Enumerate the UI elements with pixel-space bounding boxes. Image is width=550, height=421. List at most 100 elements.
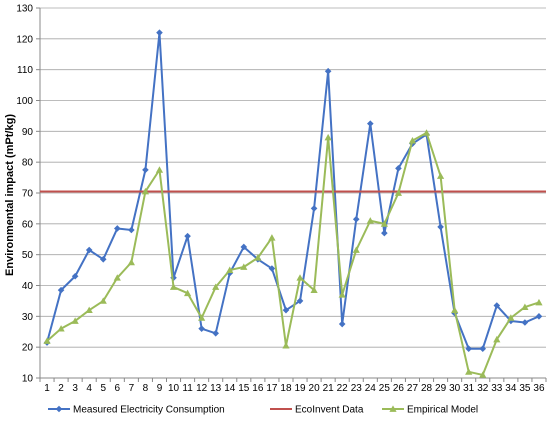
data-point xyxy=(493,335,501,343)
data-point xyxy=(169,283,178,290)
y-tick-label: 90 xyxy=(22,127,34,138)
data-point xyxy=(367,120,374,127)
data-point xyxy=(282,306,290,314)
x-tick-label: 23 xyxy=(351,383,363,394)
x-tick-label: 24 xyxy=(365,383,377,394)
data-point xyxy=(394,189,403,196)
x-tick-label: 16 xyxy=(252,383,264,394)
data-point xyxy=(436,172,445,179)
data-point xyxy=(141,187,150,195)
data-point xyxy=(113,274,121,281)
y-axis-title: Environmental impact (mPt/kg) xyxy=(4,114,16,276)
data-point xyxy=(437,223,444,231)
x-tick-label: 17 xyxy=(266,383,278,394)
data-point xyxy=(240,263,248,270)
data-point xyxy=(184,232,191,240)
x-tick-label: 11 xyxy=(182,383,193,394)
y-tick-label: 20 xyxy=(22,343,34,354)
data-point xyxy=(254,254,262,261)
data-point xyxy=(465,368,473,375)
x-tick-label: 6 xyxy=(115,383,121,394)
data-point xyxy=(352,215,360,223)
data-point xyxy=(381,229,388,237)
data-point xyxy=(408,136,417,144)
data-point xyxy=(43,337,51,344)
legend-label: Empirical Model xyxy=(407,405,478,416)
data-point xyxy=(395,165,402,172)
x-tick-label: 3 xyxy=(72,383,78,394)
data-point xyxy=(85,306,93,314)
data-point xyxy=(142,166,149,174)
x-tick-label: 8 xyxy=(143,383,149,394)
gridlines xyxy=(40,7,546,348)
data-point xyxy=(296,274,304,281)
data-point xyxy=(352,246,360,253)
x-tick-label: 9 xyxy=(157,383,163,394)
data-point xyxy=(451,306,459,314)
x-tick-label: 26 xyxy=(393,383,405,394)
data-point xyxy=(296,297,304,305)
data-point xyxy=(324,133,332,141)
x-tick-label: 20 xyxy=(309,383,321,394)
x-tick-label: 10 xyxy=(168,383,180,394)
data-point xyxy=(183,289,192,297)
data-point xyxy=(282,342,290,349)
legend-item: EcoInvent Data xyxy=(270,405,364,416)
data-point xyxy=(380,220,388,227)
data-point xyxy=(521,319,529,326)
y-tick-label: 80 xyxy=(22,158,34,169)
data-point xyxy=(479,371,487,378)
x-tick-label: 30 xyxy=(449,383,461,394)
x-tick-label: 29 xyxy=(435,383,447,394)
x-tick-label: 13 xyxy=(210,383,222,394)
data-point xyxy=(521,303,529,310)
y-tick-label: 130 xyxy=(16,4,33,15)
data-point xyxy=(422,129,431,136)
x-tick-label: 27 xyxy=(407,383,419,394)
data-point xyxy=(127,258,135,266)
data-point xyxy=(507,314,515,321)
x-tick-label: 7 xyxy=(129,383,135,394)
data-point xyxy=(268,265,276,272)
data-point xyxy=(366,217,374,224)
x-tick-label: 25 xyxy=(379,383,391,394)
data-point xyxy=(493,302,501,309)
data-point xyxy=(226,266,234,273)
x-tick-label: 36 xyxy=(533,383,545,394)
data-point xyxy=(212,283,220,290)
legend-label: Measured Electricity Consumption xyxy=(73,405,225,416)
legend-label: EcoInvent Data xyxy=(295,405,364,416)
y-axis-ticks: 10 20 30 40 50 60 70 80 90 100 110 120 130 xyxy=(16,4,40,385)
data-point xyxy=(99,297,107,304)
x-tick-label: 15 xyxy=(238,383,250,394)
y-tick-label: 110 xyxy=(17,65,33,76)
x-tick-label: 12 xyxy=(196,383,208,394)
x-tick-label: 28 xyxy=(421,383,433,394)
data-point xyxy=(71,317,79,324)
data-point xyxy=(535,298,543,306)
legend-marker xyxy=(389,405,397,412)
x-tick-label: 33 xyxy=(491,383,503,394)
y-tick-label: 100 xyxy=(16,96,33,107)
x-tick-label: 14 xyxy=(224,383,236,394)
data-point xyxy=(310,205,318,212)
y-tick-label: 70 xyxy=(22,189,34,200)
data-point xyxy=(57,325,65,332)
legend-marker xyxy=(55,405,63,413)
y-tick-label: 60 xyxy=(22,219,34,230)
x-tick-label: 35 xyxy=(519,383,531,394)
data-point xyxy=(57,286,65,294)
y-tick-label: 120 xyxy=(16,34,33,45)
data-point xyxy=(268,234,276,241)
data-point xyxy=(85,246,93,254)
x-tick-label: 4 xyxy=(86,383,92,394)
data-point xyxy=(71,272,79,280)
x-tick-label: 31 xyxy=(463,383,475,394)
data-point xyxy=(535,313,543,320)
x-tick-label: 2 xyxy=(58,383,64,394)
x-axis-ticks: 1 2 3 4 5 6 7 8 9 10 11 12 13 14 15 16 17 18 19 20 21 22 23 24 2… xyxy=(39,378,547,394)
data-point xyxy=(128,226,135,234)
x-tick-label: 5 xyxy=(100,383,106,394)
series-layer xyxy=(40,29,546,378)
